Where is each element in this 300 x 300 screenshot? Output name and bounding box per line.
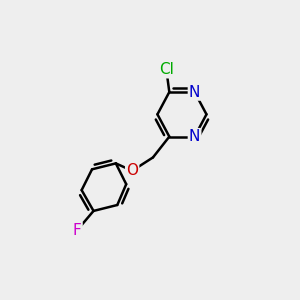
Text: N: N [189,85,200,100]
Text: O: O [126,163,138,178]
Text: Cl: Cl [159,62,174,77]
Text: N: N [189,129,200,144]
Text: F: F [73,223,82,238]
